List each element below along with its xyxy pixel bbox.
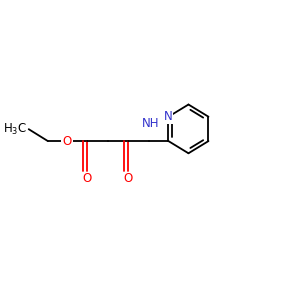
Text: O: O xyxy=(62,135,72,148)
Text: H$_3$C: H$_3$C xyxy=(3,122,27,137)
Text: NH: NH xyxy=(142,117,160,130)
Text: O: O xyxy=(123,172,132,185)
Text: N: N xyxy=(164,110,173,123)
Text: O: O xyxy=(82,172,92,185)
